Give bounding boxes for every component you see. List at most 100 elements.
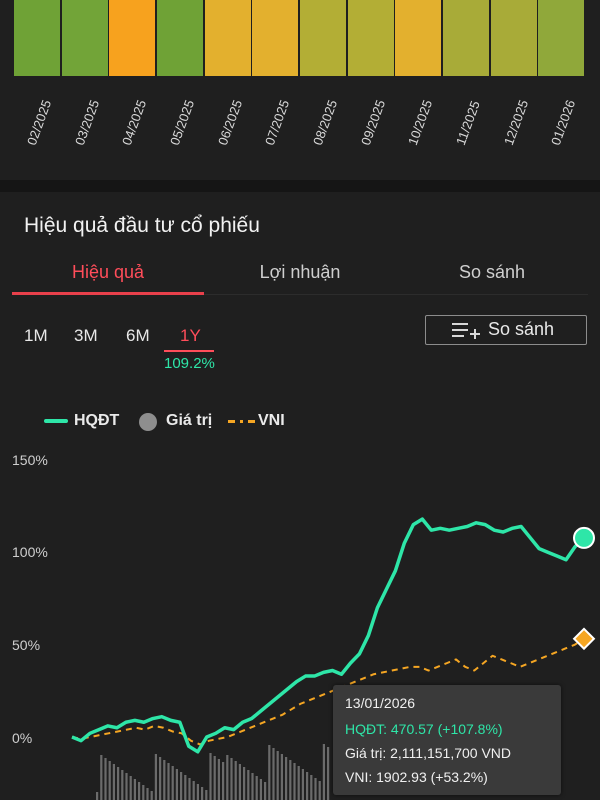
volume-bar (125, 773, 128, 800)
period-active-indicator (164, 350, 214, 352)
volume-bar (138, 782, 141, 800)
period-1y[interactable]: 1Y (180, 326, 201, 345)
heatmap-month-label: 01/2026 (548, 97, 579, 148)
heatmap-month-label: 04/2025 (119, 97, 150, 148)
performance-chart[interactable] (0, 440, 600, 800)
volume-bar (297, 766, 300, 800)
heatmap-cell[interactable] (347, 0, 394, 76)
compare-button[interactable]: So sánh (425, 315, 587, 345)
y-tick-0: 0% (12, 730, 33, 746)
volume-bar (188, 778, 191, 800)
period-6m[interactable]: 6M (126, 326, 150, 345)
volume-bar (100, 755, 103, 800)
volume-bar (192, 781, 195, 800)
heatmap-cells (14, 0, 586, 76)
volume-bar (226, 755, 229, 800)
heatmap-month-label: 12/2025 (500, 97, 531, 148)
tooltip-hqdt: HQĐT: 470.57 (+107.8%) (345, 721, 503, 737)
volume-bar (117, 767, 120, 800)
volume-bar (251, 773, 254, 800)
section-divider (0, 180, 600, 192)
heatmap-month-label: 05/2025 (166, 97, 197, 148)
volume-bar (243, 767, 246, 800)
volume-bar (301, 769, 304, 800)
compare-button-label: So sánh (488, 319, 555, 339)
value-legend-dot-icon (139, 413, 157, 431)
y-tick-50: 50% (12, 637, 41, 653)
volume-bar (196, 784, 199, 800)
tooltip-value: Giá trị: 2,111,151,700 VND (345, 745, 512, 761)
heatmap-cell[interactable] (395, 0, 442, 76)
volume-bar (180, 772, 183, 800)
monthly-heatmap: 02/2025 03/2025 04/2025 05/2025 06/2025 07/20… (0, 0, 600, 180)
volume-bar (293, 763, 296, 800)
heatmap-cell[interactable] (157, 0, 204, 76)
heatmap-cell[interactable] (204, 0, 251, 76)
tab-active-indicator (12, 292, 204, 295)
volume-bar (150, 791, 153, 800)
volume-bar (327, 747, 330, 800)
tab-compare[interactable]: So sánh (458, 262, 526, 282)
volume-bar (272, 748, 275, 800)
heatmap-cell[interactable] (443, 0, 490, 76)
volume-bar (217, 759, 220, 800)
heatmap-cell[interactable] (109, 0, 156, 76)
volume-bar (268, 745, 271, 800)
tab-profit[interactable]: Lợi nhuận (259, 262, 341, 282)
volume-bar (121, 770, 124, 800)
hqdt-series-line (71, 517, 586, 754)
heatmap-cell[interactable] (14, 0, 61, 76)
volume-bar (104, 758, 107, 800)
volume-bar (306, 772, 309, 800)
chart-tooltip: 13/01/2026 HQĐT: 470.57 (+107.8%) Giá tr… (333, 685, 561, 795)
volume-bar (163, 760, 166, 800)
volume-bar (314, 778, 317, 800)
section-title: Hiệu quả đầu tư cổ phiếu (24, 214, 260, 237)
heatmap-cell[interactable] (252, 0, 299, 76)
volume-bar (96, 792, 99, 800)
heatmap-month-label: 09/2025 (357, 97, 388, 148)
heatmap-cell[interactable] (490, 0, 537, 76)
heatmap-cell[interactable] (538, 0, 585, 76)
volume-bar (154, 754, 157, 800)
vni-end-marker (572, 627, 596, 651)
volume-bar (112, 764, 115, 800)
legend-hqdt: HQĐT (74, 412, 120, 429)
volume-bar (133, 779, 136, 800)
period-return-value: 109.2% (164, 355, 215, 372)
volume-bar (159, 757, 162, 800)
heatmap-month-label: 06/2025 (214, 97, 245, 148)
hqdt-end-marker (573, 526, 595, 549)
y-tick-150: 150% (12, 452, 48, 468)
period-selector: 1M 3M 6M 1Y 109.2% (14, 322, 274, 382)
y-tick-100: 100% (12, 544, 48, 560)
volume-bar (322, 744, 325, 800)
heatmap-cell[interactable] (300, 0, 347, 76)
volume-bar (209, 753, 212, 800)
volume-bar (247, 770, 250, 800)
heatmap-month-label: 03/2025 (71, 97, 102, 148)
volume-bar (310, 775, 313, 800)
tooltip-date: 13/01/2026 (345, 695, 416, 711)
tab-baseline (12, 294, 588, 295)
volume-bar (255, 776, 258, 800)
legend-vni: VNI (258, 412, 285, 429)
volume-bar (264, 782, 267, 800)
volume-bar (318, 781, 321, 800)
volume-bar (222, 762, 225, 800)
period-3m[interactable]: 3M (74, 326, 98, 345)
volume-bar (129, 776, 132, 800)
heatmap-month-label: 07/2025 (262, 97, 293, 148)
volume-bar (175, 769, 178, 800)
heatmap-cell[interactable] (61, 0, 108, 76)
period-1m[interactable]: 1M (24, 326, 48, 345)
volume-bar (108, 761, 111, 800)
heatmap-month-label: 08/2025 (309, 97, 340, 148)
volume-bar (230, 758, 233, 800)
volume-bar (289, 760, 292, 800)
tab-performance[interactable]: Hiệu quả (71, 262, 145, 282)
tab-bar: Hiệu quả Lợi nhuận So sánh (12, 258, 588, 298)
chart-legend: HQĐT Giá trị VNI (44, 412, 444, 436)
add-list-icon (452, 323, 480, 339)
volume-bar (238, 764, 241, 800)
